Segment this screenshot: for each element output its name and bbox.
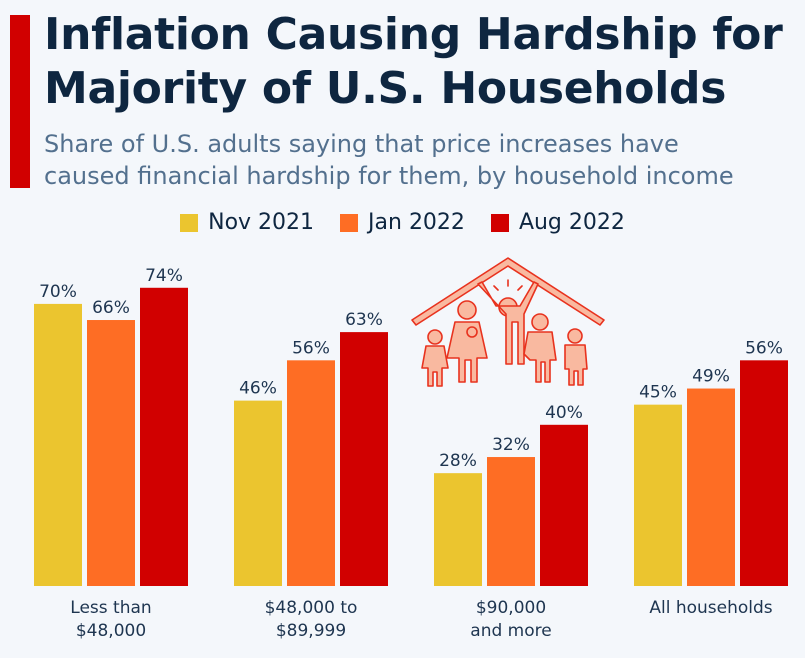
bar-nov-2021-group-2	[234, 400, 282, 586]
legend: Nov 2021 Jan 2022 Aug 2022	[0, 210, 805, 235]
bar-jan-2022-group-4	[687, 388, 735, 586]
value-label: 32%	[492, 435, 530, 455]
title-line-1: Inflation Causing Hardship for	[44, 9, 783, 60]
legend-label: Jan 2022	[368, 210, 465, 235]
title-line-2: Majority of U.S. Households	[44, 63, 727, 114]
legend-item-nov-2021: Nov 2021	[180, 210, 314, 235]
subtitle-line-1: Share of U.S. adults saying that price i…	[44, 130, 679, 158]
bar-nov-2021-group-1	[34, 303, 82, 586]
legend-item-aug-2022: Aug 2022	[490, 210, 625, 235]
bar-nov-2021-group-4	[634, 404, 682, 586]
bar-aug-2022-group-1	[140, 287, 188, 586]
category-label: Less than	[70, 598, 151, 618]
legend-swatch	[490, 213, 509, 232]
bar-jan-2022-group-2	[287, 360, 335, 586]
value-label: 66%	[92, 298, 130, 318]
category-label: $48,000	[76, 621, 146, 641]
value-label: 28%	[439, 451, 477, 471]
category-label: $90,000	[476, 598, 546, 618]
legend-item-jan-2022: Jan 2022	[340, 210, 465, 235]
category-labels-layer: Less than $48,000 $48,000 to $89,999 $90,000…	[70, 598, 772, 641]
bar-aug-2022-group-3	[540, 424, 588, 586]
category-label: $89,999	[276, 621, 346, 641]
chart-title: Inflation Causing Hardship for Majority …	[44, 8, 783, 116]
bars-layer	[34, 287, 788, 586]
value-label: 63%	[345, 310, 383, 330]
bar-nov-2021-group-3	[434, 473, 482, 586]
bar-jan-2022-group-3	[487, 457, 535, 586]
category-label: All households	[649, 598, 772, 618]
value-label: 56%	[745, 338, 783, 358]
legend-label: Aug 2022	[518, 210, 625, 235]
family-under-roof-icon	[411, 257, 605, 387]
bar-aug-2022-group-2	[340, 332, 388, 586]
value-label: 70%	[39, 282, 77, 302]
chart-subtitle: Share of U.S. adults saying that price i…	[44, 128, 734, 192]
category-label: and more	[470, 621, 551, 641]
value-label: 74%	[145, 266, 183, 286]
value-label: 45%	[639, 383, 677, 403]
value-label: 40%	[545, 403, 583, 423]
title-accent-bar	[10, 15, 30, 188]
value-label: 56%	[292, 338, 330, 358]
bar-aug-2022-group-4	[740, 360, 788, 586]
value-label: 46%	[239, 379, 277, 399]
value-labels-layer: 70% 66% 74% 46% 56% 63% 28% 32% 40% 45% 49% 56%	[39, 266, 783, 471]
bar-jan-2022-group-1	[87, 320, 135, 586]
subtitle-line-2: caused financial hardship for them, by h…	[44, 162, 734, 190]
legend-swatch	[340, 213, 359, 232]
legend-label: Nov 2021	[208, 210, 315, 235]
category-label: $48,000 to	[265, 598, 358, 618]
value-label: 49%	[692, 367, 730, 387]
legend-swatch	[180, 213, 199, 232]
